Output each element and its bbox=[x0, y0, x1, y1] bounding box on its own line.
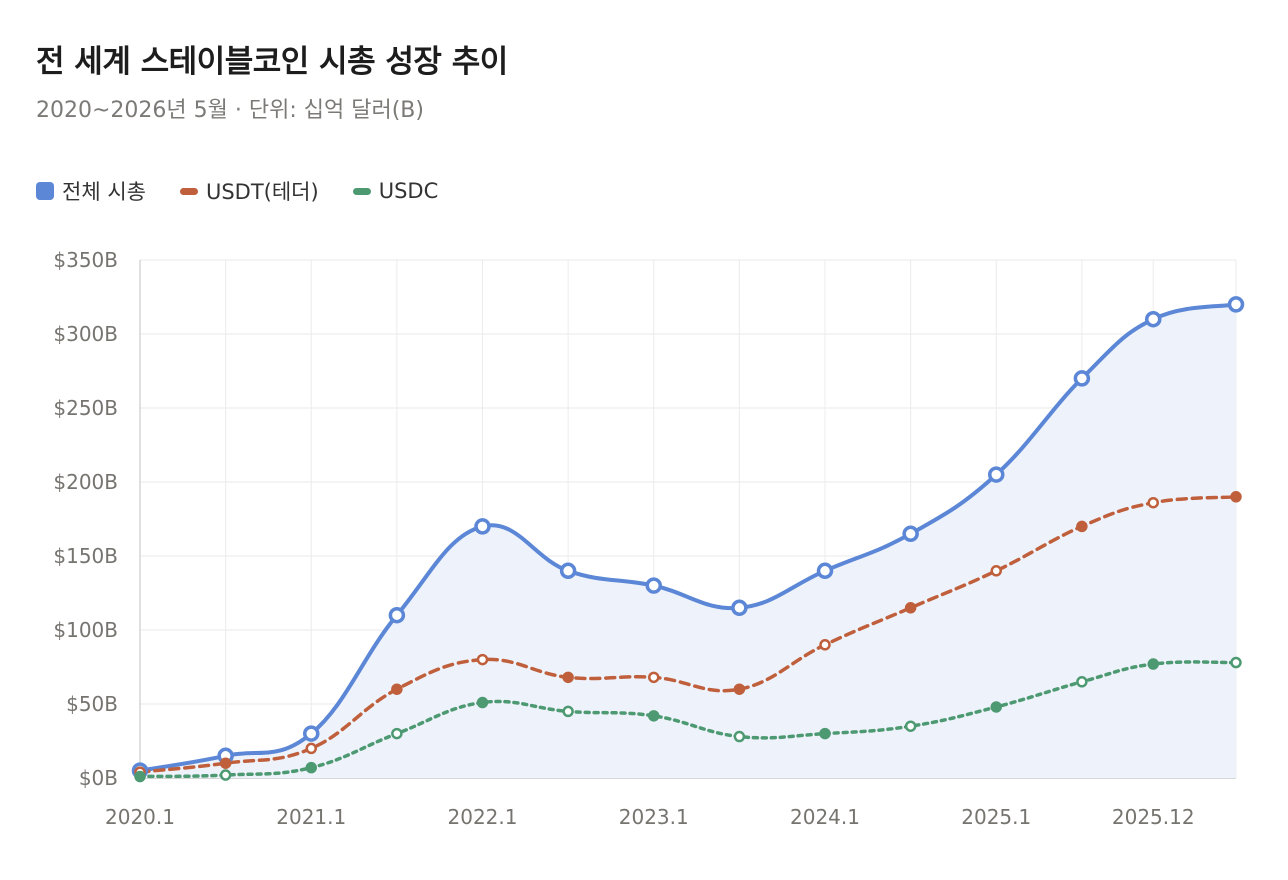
point-usdt bbox=[476, 653, 489, 666]
point-usdc bbox=[476, 696, 489, 709]
point-usdt bbox=[1230, 491, 1242, 503]
series-lines bbox=[138, 302, 1238, 779]
x-tick-label: 2025.1 bbox=[961, 805, 1031, 829]
line-usdc bbox=[138, 660, 1238, 779]
legend-item-total[interactable]: 전체 시총 bbox=[36, 176, 146, 206]
chart-legend: 전체 시총 USDT(테더) USDC bbox=[36, 176, 438, 206]
point-total bbox=[388, 606, 406, 624]
chart-title: 전 세계 스테이블코인 시총 성장 추이 bbox=[36, 44, 508, 80]
x-tick-label: 2023.1 bbox=[619, 805, 689, 829]
point-total bbox=[303, 725, 320, 742]
point-usdt bbox=[990, 565, 1002, 577]
point-usdc bbox=[391, 727, 403, 740]
point-usdc bbox=[1230, 656, 1242, 669]
area-fill bbox=[140, 304, 1236, 778]
legend-swatch-usdc bbox=[352, 187, 371, 195]
point-usdc bbox=[134, 770, 146, 783]
point-usdc bbox=[305, 761, 317, 774]
area-total bbox=[140, 304, 1236, 778]
point-total bbox=[559, 562, 577, 580]
x-tick-label: 2022.1 bbox=[448, 805, 518, 829]
point-total bbox=[731, 599, 748, 617]
point-usdc bbox=[819, 727, 831, 740]
y-tick-label: $100B bbox=[53, 618, 118, 642]
point-usdt bbox=[562, 671, 574, 684]
point-usdc bbox=[562, 705, 574, 718]
y-tick-label: $50B bbox=[66, 692, 118, 716]
legend-item-usdt[interactable]: USDT(테더) bbox=[179, 176, 319, 206]
point-usdc bbox=[648, 710, 660, 722]
legend-label-total: 전체 시총 bbox=[62, 180, 146, 204]
y-tick-label: $200B bbox=[53, 470, 118, 494]
point-usdt bbox=[904, 602, 917, 614]
chart-subtitle: 2020~2026년 5월 · 단위: 십억 달러(B) bbox=[36, 98, 424, 123]
y-tick-label: $250B bbox=[53, 396, 118, 420]
point-total bbox=[645, 577, 662, 594]
series-points bbox=[131, 296, 1245, 783]
point-usdt bbox=[1147, 496, 1159, 509]
legend-item-usdc[interactable]: USDC bbox=[352, 179, 439, 203]
point-usdc bbox=[990, 701, 1002, 713]
point-usdc bbox=[904, 720, 917, 732]
y-tick-label: $0B bbox=[79, 766, 118, 790]
line-total bbox=[138, 302, 1238, 773]
line-usdt bbox=[138, 495, 1238, 774]
x-tick-label: 2021.1 bbox=[276, 805, 346, 829]
point-usdt bbox=[819, 639, 831, 651]
y-axis-ticks: $0B $50B $100B $150B $200B $250B $300B $350B bbox=[53, 248, 118, 790]
legend-swatch-total bbox=[36, 182, 54, 200]
x-tick-label: 2020.1 bbox=[105, 805, 175, 829]
x-axis-ticks: 2020.1 2021.1 2022.1 2023.1 2024.1 2025.1 2025… bbox=[105, 805, 1195, 829]
point-usdt bbox=[391, 683, 403, 695]
point-total bbox=[902, 525, 919, 543]
legend-label-usdc: USDC bbox=[378, 179, 439, 203]
point-usdt bbox=[733, 683, 746, 695]
point-usdc bbox=[733, 730, 746, 743]
point-usdc bbox=[1147, 658, 1159, 670]
point-total bbox=[816, 562, 834, 580]
point-usdt bbox=[305, 742, 317, 755]
x-tick-label: 2025.12 bbox=[1112, 805, 1195, 829]
point-usdc bbox=[1076, 676, 1088, 688]
point-total bbox=[474, 518, 491, 535]
y-tick-label: $150B bbox=[53, 544, 118, 568]
point-usdt bbox=[219, 757, 232, 769]
point-total bbox=[988, 466, 1005, 483]
y-tick-label: $350B bbox=[53, 248, 118, 272]
point-total bbox=[1144, 310, 1162, 328]
point-total bbox=[1073, 370, 1091, 387]
legend-swatch-usdt bbox=[179, 187, 198, 195]
point-usdt bbox=[1076, 520, 1088, 533]
legend-label-usdt: USDT(테더) bbox=[205, 180, 319, 204]
point-usdt bbox=[648, 671, 660, 684]
point-usdc bbox=[219, 769, 232, 781]
x-tick-label: 2024.1 bbox=[790, 805, 860, 829]
point-total bbox=[1227, 296, 1245, 313]
y-tick-label: $300B bbox=[53, 322, 118, 346]
